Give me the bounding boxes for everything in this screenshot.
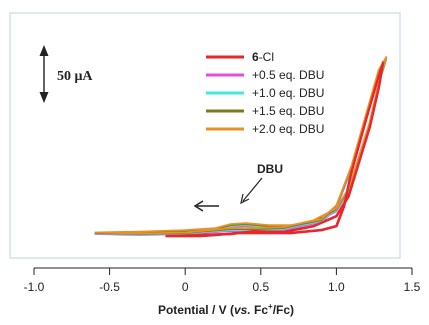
x-tick-label: 0.5 [252,280,269,294]
x-tick-label: -0.5 [99,280,120,294]
plot-frame [9,12,401,259]
x-axis-ticks: -1.0 -0.5 0 0.5 1.0 1.5 [24,268,421,294]
scale-bar-arrow-up-icon [39,45,49,56]
scale-bar-label: 50 μA [57,69,93,84]
dbu-annotation-label: DBU [257,162,283,176]
legend-label: 6-Cl [252,50,274,64]
legend-label: +0.5 eq. DBU [252,68,324,82]
legend-label: +2.0 eq. DBU [252,122,324,136]
x-tick-label: 0 [182,280,189,294]
x-tick-label: -1.0 [24,280,45,294]
annotations: DBU [193,162,283,212]
scale-bar-arrow-down-icon [39,92,49,103]
dbu-pointer-arrow-icon [240,177,263,205]
x-tick-label: 1.5 [404,280,421,294]
legend-label: +1.5 eq. DBU [252,104,324,118]
series-line-6cl-top [165,61,385,238]
x-axis-label: Potential / V (vs. Fc+/Fc) [158,302,294,317]
legend-label: +1.0 eq. DBU [252,86,324,100]
cv-traces [94,56,388,238]
scale-bar: 50 μA [39,45,93,103]
x-tick-label: 1.0 [328,280,345,294]
legend: 6-Cl +0.5 eq. DBU +1.0 eq. DBU +1.5 eq. DBU… [206,50,324,136]
left-arrow-icon [193,200,219,212]
